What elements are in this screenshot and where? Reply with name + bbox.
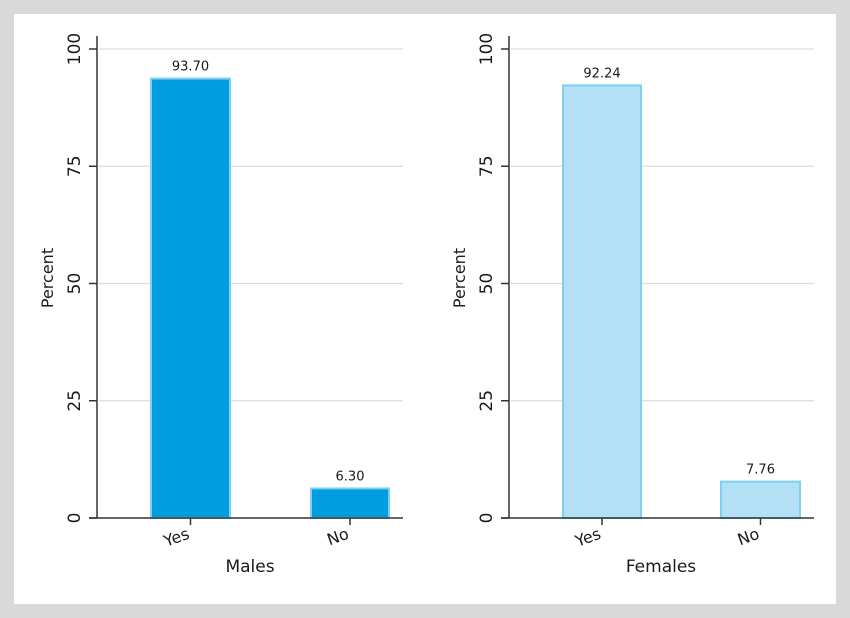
bar-no bbox=[720, 480, 801, 519]
bar-value-label: 6.30 bbox=[336, 469, 365, 484]
x-axis-label: Females bbox=[626, 557, 696, 577]
y-tick-label: 100 bbox=[477, 33, 497, 65]
y-tick-label: 75 bbox=[65, 155, 85, 177]
bar-yes bbox=[150, 77, 231, 519]
y-tick-label: 100 bbox=[65, 33, 85, 65]
y-tick-label: 0 bbox=[65, 513, 85, 524]
y-axis-label: Percent bbox=[38, 248, 57, 308]
bar-value-label: 7.76 bbox=[746, 463, 775, 478]
x-tick-label: No bbox=[324, 524, 351, 549]
bar-value-label: 92.24 bbox=[583, 66, 620, 81]
y-tick-label: 75 bbox=[477, 155, 497, 177]
x-tick-label: Yes bbox=[572, 524, 604, 551]
x-tick-label: Yes bbox=[160, 524, 192, 551]
y-tick-label: 50 bbox=[477, 273, 497, 295]
y-axis-label: Percent bbox=[450, 248, 469, 308]
y-tick-label: 50 bbox=[65, 273, 85, 295]
y-tick-label: 25 bbox=[477, 390, 497, 412]
bar-yes bbox=[562, 84, 642, 519]
y-tick-label: 25 bbox=[65, 390, 85, 412]
x-axis-label: Males bbox=[225, 557, 274, 577]
y-tick-label: 0 bbox=[477, 513, 497, 524]
bar-value-label: 93.70 bbox=[172, 60, 209, 75]
x-tick-label: No bbox=[735, 524, 762, 549]
bar-no bbox=[310, 487, 390, 520]
